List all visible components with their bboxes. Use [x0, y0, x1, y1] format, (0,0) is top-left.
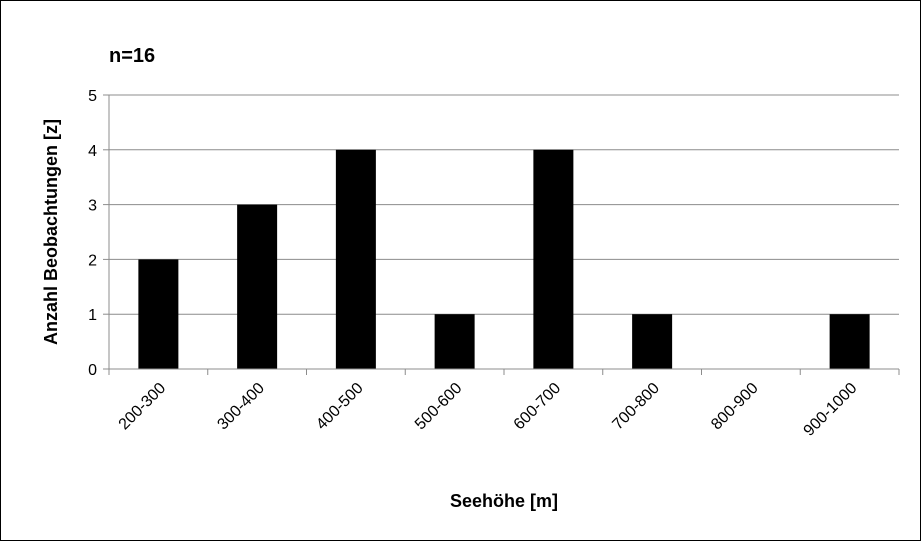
gridlines: [109, 94, 899, 315]
x-tick-label-900-1000: 900-1000: [801, 380, 861, 440]
x-tick-label-200-300: 200-300: [116, 380, 170, 434]
axes: [103, 94, 900, 375]
sample-size-annotation: n=16: [109, 45, 155, 67]
x-tick-label-300-400: 300-400: [214, 380, 268, 434]
x-tick-label-600-700: 600-700: [511, 380, 565, 434]
y-tick-label-4: 4: [88, 143, 97, 160]
bar-400-500: [335, 149, 376, 369]
bar-600-700: [533, 149, 574, 369]
x-tick-label-400-500: 400-500: [313, 380, 367, 434]
bar-900-1000: [829, 314, 870, 369]
tick-labels: 0 1 2 3 4 5 200-300 300-400 400-500 500-600 600-70…: [88, 88, 860, 440]
x-tick-label-500-600: 500-600: [412, 380, 466, 434]
y-tick-label-5: 5: [88, 88, 97, 105]
x-tick-label-700-800: 700-800: [609, 380, 663, 434]
x-axis-title: Seehöhe [m]: [450, 491, 558, 511]
y-axis-title: Anzahl Beobachtungen [z]: [41, 119, 61, 345]
bar-700-800: [632, 314, 673, 369]
y-tick-label-2: 2: [88, 252, 97, 269]
y-tick-label-0: 0: [88, 362, 97, 379]
bars: [138, 149, 870, 369]
y-tick-label-3: 3: [88, 198, 97, 215]
bar-500-600: [434, 314, 475, 369]
bar-200-300: [138, 259, 179, 369]
y-tick-label-1: 1: [88, 307, 97, 324]
x-tick-label-800-900: 800-900: [708, 380, 762, 434]
bar-300-400: [237, 204, 278, 369]
